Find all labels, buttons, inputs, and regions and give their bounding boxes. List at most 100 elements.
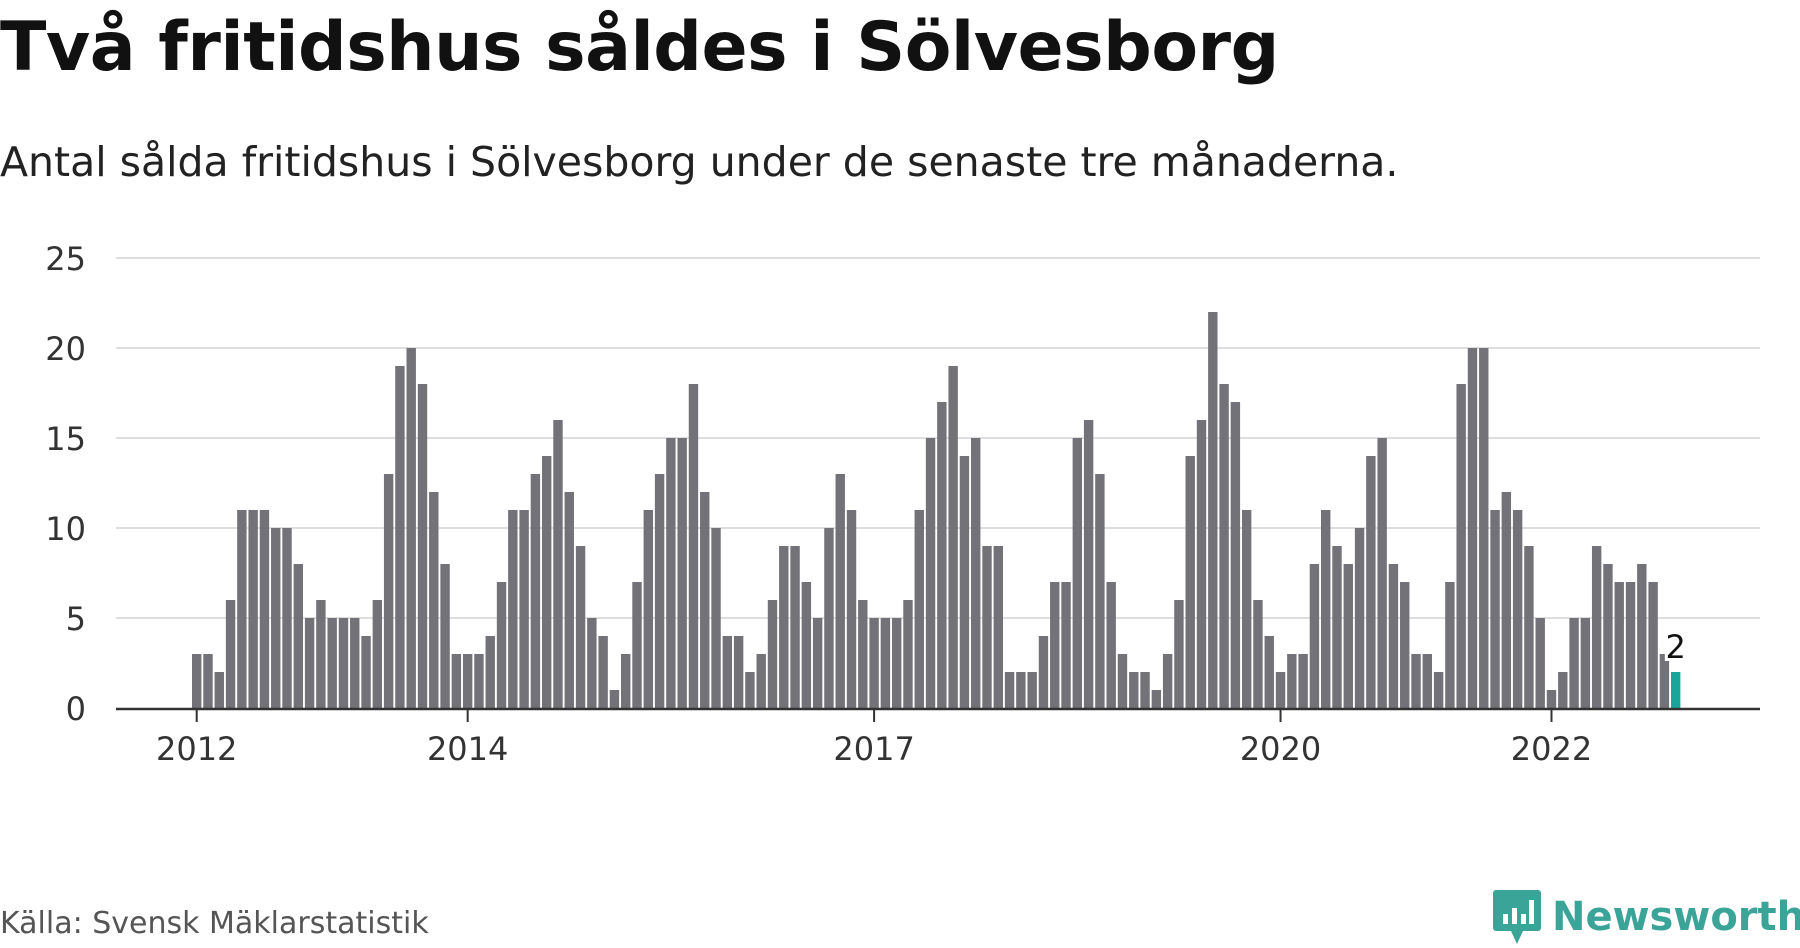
bar [1129, 672, 1139, 708]
bar [982, 546, 992, 708]
bar [1501, 492, 1512, 708]
bar [835, 474, 845, 708]
bar [474, 654, 484, 708]
bar [1524, 546, 1534, 708]
bar [1083, 420, 1094, 708]
bar [338, 618, 349, 708]
bar [937, 402, 947, 708]
bar [858, 600, 868, 708]
bar [327, 618, 337, 708]
bar [745, 672, 755, 708]
bar [530, 474, 541, 708]
bar [1614, 582, 1624, 708]
x-tick-label: 2012 [156, 730, 237, 768]
y-tick-label: 0 [66, 690, 86, 728]
bar [1208, 312, 1218, 708]
bar [1422, 654, 1433, 708]
bar [429, 492, 439, 708]
bar [812, 618, 823, 708]
bar [756, 654, 766, 708]
bar [1174, 600, 1184, 708]
bar [237, 510, 247, 708]
bar [496, 582, 507, 708]
y-tick-label: 10 [45, 510, 86, 548]
bar [1016, 672, 1026, 708]
bar [248, 510, 258, 708]
bar [214, 672, 224, 708]
newsworthy-chart-bubble-icon [1493, 890, 1541, 944]
bar [711, 528, 721, 708]
bar [621, 654, 631, 708]
bar [1388, 564, 1399, 708]
x-tick-label: 2020 [1240, 730, 1321, 768]
bar [225, 600, 236, 708]
x-tick-label: 2022 [1511, 730, 1592, 768]
bar [1230, 402, 1241, 708]
bar [361, 636, 371, 708]
bar [575, 546, 586, 708]
bar [688, 384, 699, 708]
bar [1591, 546, 1602, 708]
bar [993, 546, 1003, 708]
bar [914, 510, 924, 708]
bar [564, 492, 574, 708]
bar [1445, 582, 1455, 708]
bar [1648, 582, 1658, 708]
bar [654, 474, 665, 708]
bar [700, 492, 710, 708]
bar [824, 528, 834, 708]
bar [406, 348, 416, 708]
bar [790, 546, 800, 708]
bar-chart: 0 5 10 15 20 25 2012 2014 2017 2020 2022 2 [45, 240, 1760, 768]
bar [304, 618, 315, 708]
bar [417, 384, 428, 708]
x-tick-label: 2014 [427, 730, 508, 768]
bar [485, 636, 495, 708]
newsworthy-logo[interactable]: Newsworthy [1492, 888, 1800, 946]
bar [767, 600, 778, 708]
bar [282, 528, 292, 708]
bar [1095, 474, 1105, 708]
bar [440, 564, 450, 708]
bar [891, 618, 902, 708]
bar-latest [1670, 672, 1681, 708]
bar [1298, 654, 1308, 708]
y-axis-ticks: 0 5 10 15 20 25 [45, 240, 86, 728]
bar [1456, 384, 1466, 708]
bar [643, 510, 653, 708]
logo-text: Newsworthy [1552, 894, 1800, 940]
bar [553, 420, 563, 708]
bar [316, 600, 326, 708]
bar [666, 438, 676, 708]
bar [1140, 672, 1150, 708]
bar [1072, 438, 1083, 708]
bar [1038, 636, 1049, 708]
bar [1659, 654, 1670, 708]
bar [541, 456, 552, 708]
bar [1162, 654, 1173, 708]
x-axis-ticks: 2012 2014 2017 2020 2022 [156, 710, 1592, 768]
bar [1219, 384, 1229, 708]
bar [880, 618, 891, 708]
bar [1625, 582, 1636, 708]
bar [203, 654, 213, 708]
bar [1354, 528, 1365, 708]
bar [869, 618, 879, 708]
bar [350, 618, 360, 708]
bar [971, 438, 981, 708]
bar [395, 366, 405, 708]
bar [903, 600, 913, 708]
bar [1117, 654, 1128, 708]
bar [508, 510, 518, 708]
chart-subtitle: Antal sålda fritidshus i Sölvesborg unde… [0, 138, 1399, 186]
bar [1027, 672, 1037, 708]
bar [383, 474, 394, 708]
bar [1309, 564, 1320, 708]
bar [1196, 420, 1207, 708]
bar [259, 510, 270, 708]
bar [1185, 456, 1195, 708]
bar [1603, 564, 1613, 708]
bar [1400, 582, 1410, 708]
bar [1332, 546, 1342, 708]
bar [632, 582, 642, 708]
